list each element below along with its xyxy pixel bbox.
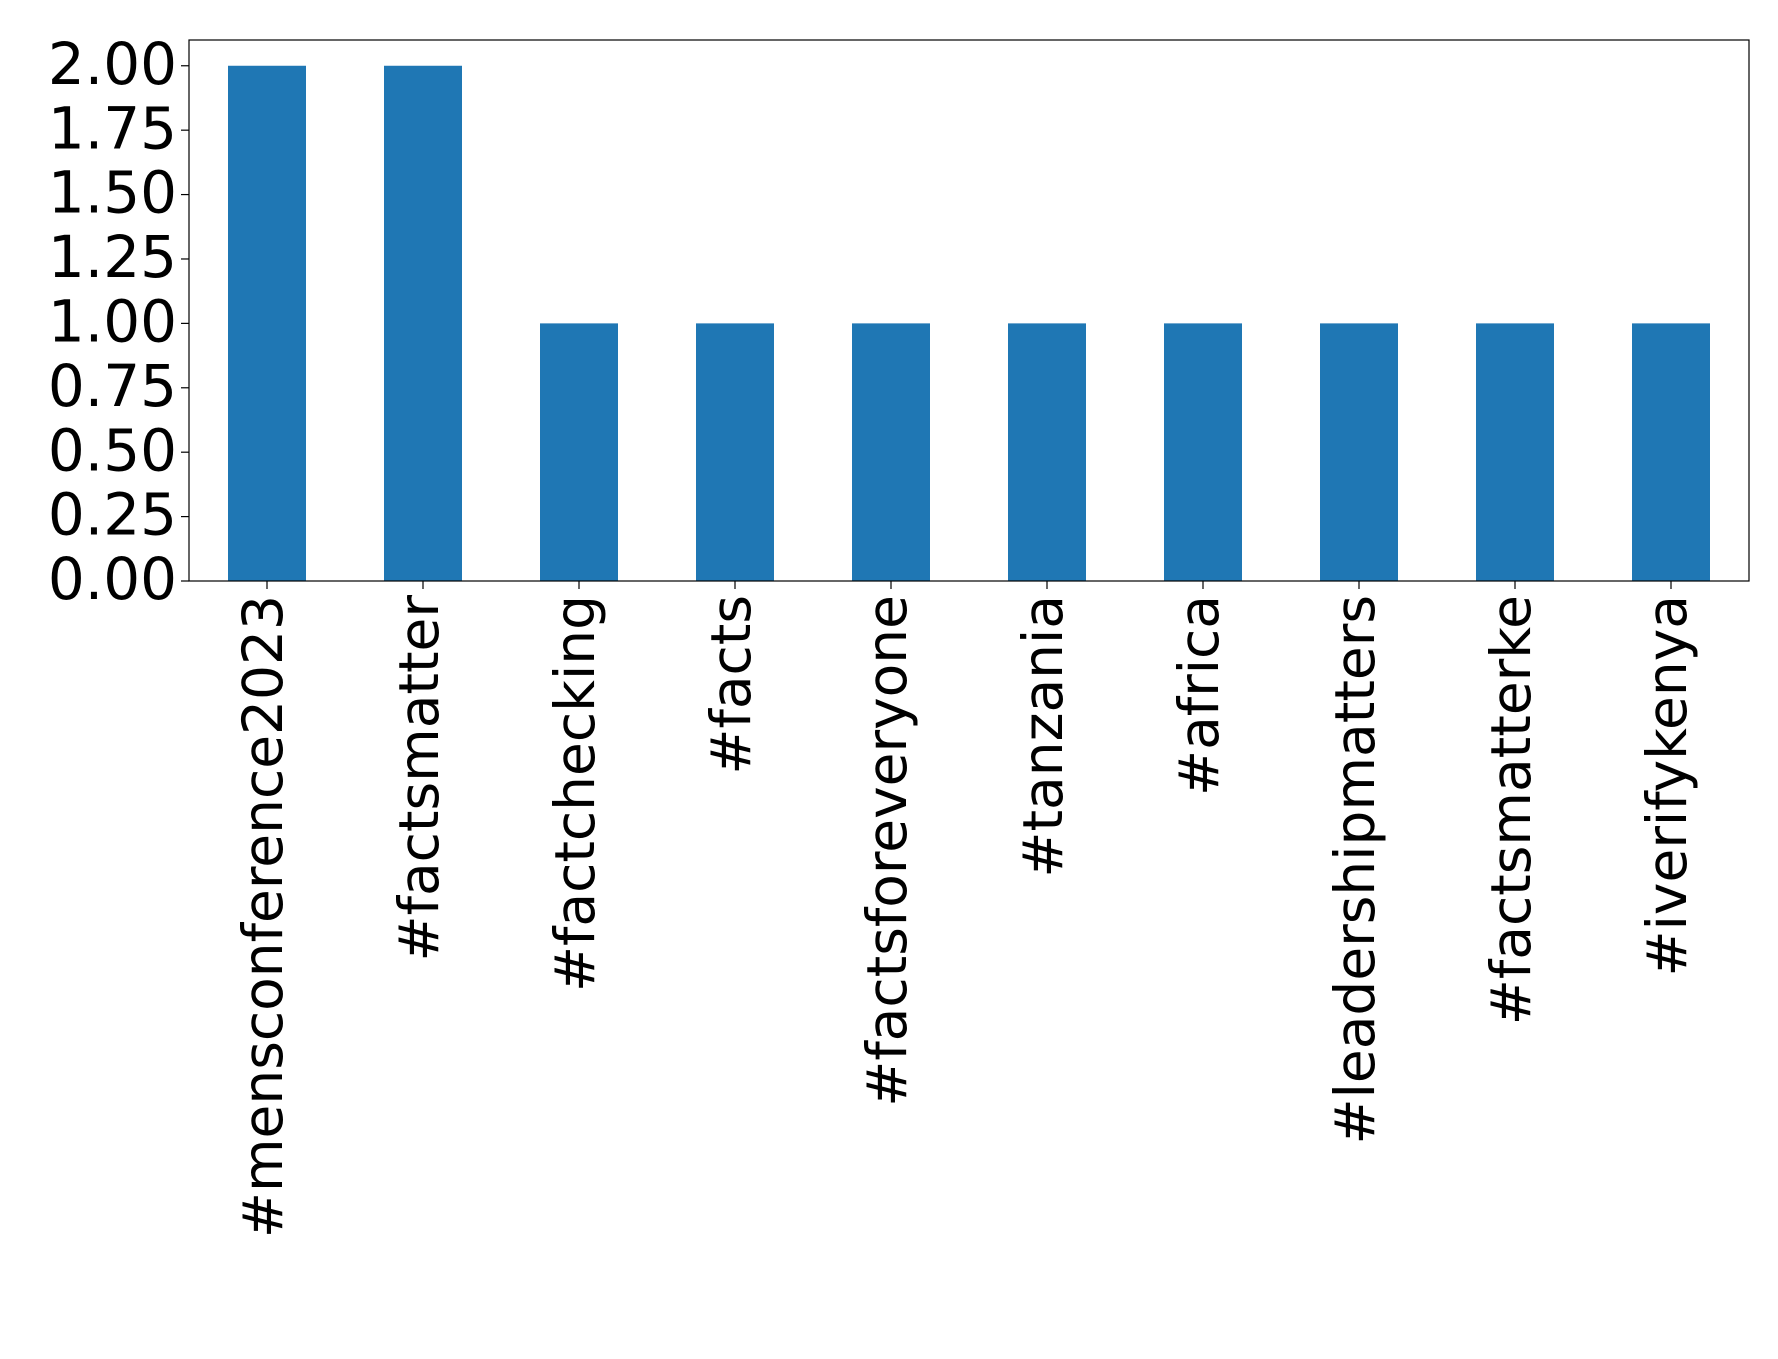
bar xyxy=(1632,323,1710,581)
bar xyxy=(1320,323,1398,581)
y-tick-label: 0.25 xyxy=(48,481,177,549)
x-tick-label: #factsmatter xyxy=(387,595,451,962)
bar xyxy=(540,323,618,581)
x-tick-label: #factsforeveryone xyxy=(855,595,919,1107)
x-tick-label: #leadershipmatters xyxy=(1323,595,1387,1145)
x-tick-label: #facts xyxy=(699,595,763,775)
y-tick-label: 1.75 xyxy=(48,94,177,162)
y-tick-label: 0.00 xyxy=(48,545,177,613)
x-tick-label: #tanzania xyxy=(1011,595,1075,878)
x-tick-label: #iverifykenya xyxy=(1635,595,1699,976)
y-tick-label: 0.75 xyxy=(48,352,177,420)
y-tick-label: 1.25 xyxy=(48,223,177,291)
x-tick-label: #mensconference2023 xyxy=(231,595,295,1238)
bar xyxy=(1164,323,1242,581)
x-tick-label: #factsmatterke xyxy=(1479,595,1543,1025)
bar xyxy=(696,323,774,581)
y-tick-label: 1.50 xyxy=(48,159,177,227)
y-tick-label: 0.50 xyxy=(48,416,177,484)
x-tick-label: #africa xyxy=(1167,595,1231,796)
y-tick-label: 1.00 xyxy=(48,287,177,355)
bar xyxy=(384,65,462,581)
y-tick-label: 2.00 xyxy=(48,30,177,98)
x-tick-label: #factchecking xyxy=(543,595,607,992)
bar xyxy=(852,323,930,581)
bar xyxy=(228,65,306,581)
plot-frame xyxy=(188,39,1750,582)
bar xyxy=(1008,323,1086,581)
bar xyxy=(1476,323,1554,581)
